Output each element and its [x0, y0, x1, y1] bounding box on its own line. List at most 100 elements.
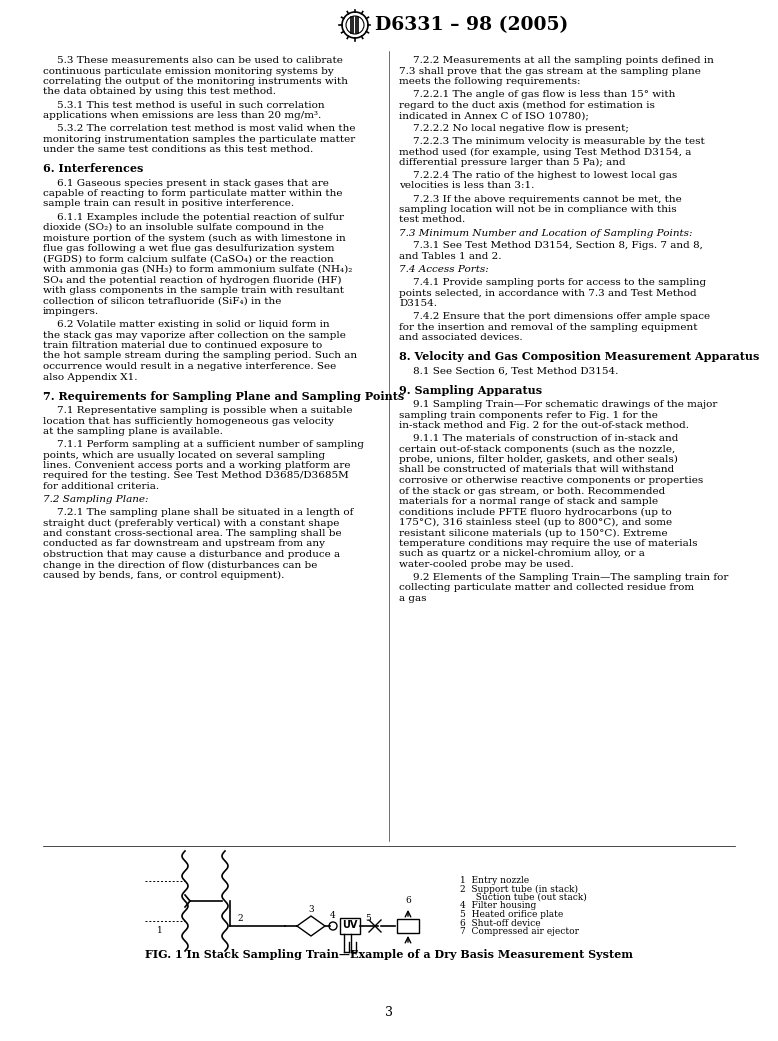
- Text: 2: 2: [237, 914, 243, 923]
- Text: under the same test conditions as this test method.: under the same test conditions as this t…: [43, 145, 314, 154]
- Text: 4  Filter housing: 4 Filter housing: [460, 902, 536, 911]
- Text: 2  Support tube (in stack): 2 Support tube (in stack): [460, 885, 578, 893]
- Text: points selected, in accordance with 7.3 and Test Method: points selected, in accordance with 7.3 …: [399, 288, 696, 298]
- Text: 9. Sampling Apparatus: 9. Sampling Apparatus: [399, 384, 542, 396]
- Text: indicated in Annex C of ISO 10780);: indicated in Annex C of ISO 10780);: [399, 111, 589, 120]
- Text: materials for a normal range of stack and sample: materials for a normal range of stack an…: [399, 497, 658, 506]
- Text: conducted as far downstream and upstream from any: conducted as far downstream and upstream…: [43, 539, 325, 549]
- Text: test method.: test method.: [399, 215, 465, 225]
- Text: 7.2 Sampling Plane:: 7.2 Sampling Plane:: [43, 496, 149, 504]
- Text: 7.4.2 Ensure that the port dimensions offer ample space: 7.4.2 Ensure that the port dimensions of…: [413, 312, 710, 321]
- Text: regard to the duct axis (method for estimation is: regard to the duct axis (method for esti…: [399, 101, 655, 109]
- Text: D3154.: D3154.: [399, 299, 437, 308]
- Text: correlating the output of the monitoring instruments with: correlating the output of the monitoring…: [43, 77, 348, 86]
- Text: also Appendix X1.: also Appendix X1.: [43, 373, 138, 381]
- Text: conditions include PFTE fluoro hydrocarbons (up to: conditions include PFTE fluoro hydrocarb…: [399, 508, 671, 516]
- Text: lines. Convenient access ports and a working platform are: lines. Convenient access ports and a wor…: [43, 461, 351, 469]
- Text: 7.2.2.3 The minimum velocity is measurable by the test: 7.2.2.3 The minimum velocity is measurab…: [413, 137, 705, 146]
- Text: with ammonia gas (NH₃) to form ammonium sulfate (NH₄)₂: with ammonia gas (NH₃) to form ammonium …: [43, 265, 352, 274]
- Text: obstruction that may cause a disturbance and produce a: obstruction that may cause a disturbance…: [43, 550, 340, 559]
- Text: capable of reacting to form particulate matter within the: capable of reacting to form particulate …: [43, 189, 342, 198]
- Text: method used (for example, using Test Method D3154, a: method used (for example, using Test Met…: [399, 148, 692, 156]
- Text: flue gas following a wet flue gas desulfurization system: flue gas following a wet flue gas desulf…: [43, 244, 335, 253]
- Text: 7. Requirements for Sampling Plane and Sampling Points: 7. Requirements for Sampling Plane and S…: [43, 390, 405, 402]
- Text: 7.2.2.4 The ratio of the highest to lowest local gas: 7.2.2.4 The ratio of the highest to lowe…: [413, 171, 678, 180]
- Text: 6  Shut-off device: 6 Shut-off device: [460, 918, 541, 928]
- Text: corrosive or otherwise reactive components or properties: corrosive or otherwise reactive componen…: [399, 476, 703, 485]
- Text: the stack gas may vaporize after collection on the sample: the stack gas may vaporize after collect…: [43, 330, 346, 339]
- Text: 6.2 Volatile matter existing in solid or liquid form in: 6.2 Volatile matter existing in solid or…: [57, 320, 330, 329]
- Text: sample train can result in positive interference.: sample train can result in positive inte…: [43, 200, 294, 208]
- Text: the hot sample stream during the sampling period. Such an: the hot sample stream during the samplin…: [43, 352, 357, 360]
- Text: monitoring instrumentation samples the particulate matter: monitoring instrumentation samples the p…: [43, 134, 356, 144]
- Text: velocities is less than 3:1.: velocities is less than 3:1.: [399, 181, 534, 191]
- Text: straight duct (preferably vertical) with a constant shape: straight duct (preferably vertical) with…: [43, 518, 339, 528]
- Text: 7.3 shall prove that the gas stream at the sampling plane: 7.3 shall prove that the gas stream at t…: [399, 67, 701, 76]
- Text: meets the following requirements:: meets the following requirements:: [399, 77, 580, 86]
- Text: 6.1.1 Examples include the potential reaction of sulfur: 6.1.1 Examples include the potential rea…: [57, 212, 344, 222]
- Text: 8.1 See Section 6, Test Method D3154.: 8.1 See Section 6, Test Method D3154.: [413, 366, 619, 376]
- Text: water-cooled probe may be used.: water-cooled probe may be used.: [399, 560, 573, 569]
- Text: for additional criteria.: for additional criteria.: [43, 482, 159, 491]
- Text: 7.2.1 The sampling plane shall be situated in a length of: 7.2.1 The sampling plane shall be situat…: [57, 508, 353, 517]
- Text: D6331 – 98 (2005): D6331 – 98 (2005): [375, 16, 568, 34]
- Text: occurrence would result in a negative interference. See: occurrence would result in a negative in…: [43, 362, 336, 371]
- Text: differential pressure larger than 5 Pa); and: differential pressure larger than 5 Pa);…: [399, 158, 626, 168]
- Text: 7.4.1 Provide sampling ports for access to the sampling: 7.4.1 Provide sampling ports for access …: [413, 278, 706, 287]
- Text: 1: 1: [157, 926, 163, 935]
- Text: 7  Compressed air ejector: 7 Compressed air ejector: [460, 926, 579, 936]
- Text: with glass components in the sample train with resultant: with glass components in the sample trai…: [43, 286, 344, 295]
- Text: change in the direction of flow (disturbances can be: change in the direction of flow (disturb…: [43, 560, 317, 569]
- Bar: [397, 919, 419, 933]
- Text: location that has sufficiently homogeneous gas velocity: location that has sufficiently homogeneo…: [43, 416, 334, 426]
- Text: 1  Entry nozzle: 1 Entry nozzle: [460, 875, 529, 885]
- Text: sampling location will not be in compliance with this: sampling location will not be in complia…: [399, 205, 677, 214]
- Text: 7.2.2 Measurements at all the sampling points defined in: 7.2.2 Measurements at all the sampling p…: [413, 56, 714, 65]
- Text: temperature conditions may require the use of materials: temperature conditions may require the u…: [399, 539, 698, 548]
- Text: of the stack or gas stream, or both. Recommended: of the stack or gas stream, or both. Rec…: [399, 486, 665, 496]
- Text: at the sampling plane is available.: at the sampling plane is available.: [43, 427, 223, 436]
- Text: 6. Interferences: 6. Interferences: [43, 163, 143, 174]
- Text: SO₄ and the potential reaction of hydrogen fluoride (HF): SO₄ and the potential reaction of hydrog…: [43, 276, 342, 284]
- Text: required for the testing. See Test Method D3685/D3685M: required for the testing. See Test Metho…: [43, 472, 349, 481]
- Text: 7.2.2.2 No local negative flow is present;: 7.2.2.2 No local negative flow is presen…: [413, 124, 629, 133]
- Text: and associated devices.: and associated devices.: [399, 333, 523, 342]
- Text: and Tables 1 and 2.: and Tables 1 and 2.: [399, 252, 502, 261]
- Text: 4: 4: [330, 911, 336, 920]
- Text: (FGDS) to form calcium sulfate (CaSO₄) or the reaction: (FGDS) to form calcium sulfate (CaSO₄) o…: [43, 254, 334, 263]
- Text: Suction tube (out stack): Suction tube (out stack): [470, 893, 587, 902]
- Text: 7.3 Minimum Number and Location of Sampling Points:: 7.3 Minimum Number and Location of Sampl…: [399, 229, 692, 237]
- Text: 5  Heated orifice plate: 5 Heated orifice plate: [460, 910, 563, 919]
- Text: resistant silicone materials (up to 150°C). Extreme: resistant silicone materials (up to 150°…: [399, 529, 668, 537]
- Text: a gas: a gas: [399, 594, 426, 603]
- Text: 6.1 Gaseous species present in stack gases that are: 6.1 Gaseous species present in stack gas…: [57, 178, 329, 187]
- Text: points, which are usually located on several sampling: points, which are usually located on sev…: [43, 451, 325, 459]
- Text: the data obtained by using this test method.: the data obtained by using this test met…: [43, 87, 276, 97]
- Text: 175°C), 316 stainless steel (up to 800°C), and some: 175°C), 316 stainless steel (up to 800°C…: [399, 518, 672, 527]
- Text: 3: 3: [308, 905, 314, 914]
- Bar: [340, 918, 360, 934]
- Text: such as quartz or a nickel-chromium alloy, or a: such as quartz or a nickel-chromium allo…: [399, 550, 645, 559]
- Text: dioxide (SO₂) to an insoluble sulfate compound in the: dioxide (SO₂) to an insoluble sulfate co…: [43, 223, 324, 232]
- Text: 5: 5: [365, 914, 371, 923]
- Text: collection of silicon tetrafluoride (SiF₄) in the: collection of silicon tetrafluoride (SiF…: [43, 297, 282, 305]
- Text: 7.2.2.1 The angle of gas flow is less than 15° with: 7.2.2.1 The angle of gas flow is less th…: [413, 90, 675, 99]
- Text: 5.3.2 The correlation test method is most valid when the: 5.3.2 The correlation test method is mos…: [57, 124, 356, 133]
- Text: applications when emissions are less than 20 mg/m³.: applications when emissions are less tha…: [43, 111, 321, 120]
- Text: 9.1 Sampling Train—For schematic drawings of the major: 9.1 Sampling Train—For schematic drawing…: [413, 400, 717, 409]
- Text: collecting particulate matter and collected residue from: collecting particulate matter and collec…: [399, 584, 694, 592]
- Text: continuous particulate emission monitoring systems by: continuous particulate emission monitori…: [43, 67, 334, 76]
- Text: 7.3.1 See Test Method D3154, Section 8, Figs. 7 and 8,: 7.3.1 See Test Method D3154, Section 8, …: [413, 242, 703, 251]
- Text: certain out-of-stack components (such as the nozzle,: certain out-of-stack components (such as…: [399, 445, 675, 454]
- Text: 7.1 Representative sampling is possible when a suitable: 7.1 Representative sampling is possible …: [57, 406, 352, 415]
- Text: 6: 6: [405, 896, 411, 905]
- Text: shall be constructed of materials that will withstand: shall be constructed of materials that w…: [399, 465, 675, 475]
- Text: 7.1.1 Perform sampling at a sufficient number of sampling: 7.1.1 Perform sampling at a sufficient n…: [57, 440, 364, 449]
- Text: caused by bends, fans, or control equipment).: caused by bends, fans, or control equipm…: [43, 572, 285, 580]
- Text: 7.4 Access Ports:: 7.4 Access Ports:: [399, 265, 489, 274]
- Text: 3: 3: [385, 1007, 393, 1019]
- Text: probe, unions, filter holder, gaskets, and other seals): probe, unions, filter holder, gaskets, a…: [399, 455, 678, 464]
- Text: 5.3 These measurements also can be used to calibrate: 5.3 These measurements also can be used …: [57, 56, 343, 65]
- Text: sampling train components refer to Fig. 1 for the: sampling train components refer to Fig. …: [399, 410, 658, 420]
- Text: impingers.: impingers.: [43, 307, 99, 316]
